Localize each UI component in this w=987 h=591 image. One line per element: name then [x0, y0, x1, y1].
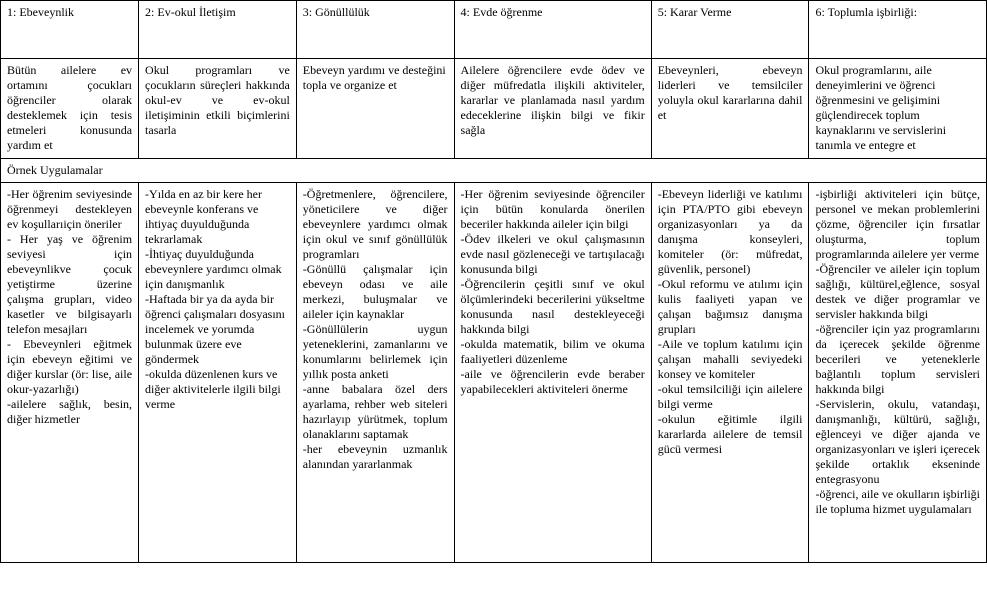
section-title: Örnek Uygulamalar [1, 159, 987, 183]
desc-home-learning: Ailelere öğrencilere evde ödev ve diğer … [454, 59, 651, 159]
desc-decision-making: Ebeveynleri, ebeveyn liderleri ve temsil… [651, 59, 809, 159]
desc-communication: Okul programları ve çocukların süreçleri… [139, 59, 297, 159]
desc-community: Okul programlarını, aile deneyimlerini v… [809, 59, 987, 159]
desc-parenting: Bütün ailelere ev ortamını çocukları öğr… [1, 59, 139, 159]
examples-home-learning: -Her öğrenim seviyesinde öğrenciler için… [454, 183, 651, 563]
examples-decision-making: -Ebeveyn liderliği ve katılımı için PTA/… [651, 183, 809, 563]
section-title-row: Örnek Uygulamalar [1, 159, 987, 183]
desc-volunteering: Ebeveyn yardımı ve desteğini topla ve or… [296, 59, 454, 159]
examples-communication: -Yılda en az bir kere her ebeveynle konf… [139, 183, 297, 563]
examples-volunteering: -Öğretmenlere, öğrencilere, yöneticilere… [296, 183, 454, 563]
table-header-row: 1: Ebeveynlik 2: Ev-okul İletişim 3: Gön… [1, 1, 987, 59]
header-communication: 2: Ev-okul İletişim [139, 1, 297, 59]
header-volunteering: 3: Gönüllülük [296, 1, 454, 59]
involvement-types-table: 1: Ebeveynlik 2: Ev-okul İletişim 3: Gön… [0, 0, 987, 563]
header-decision-making: 5: Karar Verme [651, 1, 809, 59]
header-home-learning: 4: Evde öğrenme [454, 1, 651, 59]
examples-community: -işbirliği aktiviteleri için bütçe, pers… [809, 183, 987, 563]
header-community: 6: Toplumla işbirliği: [809, 1, 987, 59]
table-description-row: Bütün ailelere ev ortamını çocukları öğr… [1, 59, 987, 159]
table-examples-row: -Her öğrenim seviyesinde öğrenmeyi deste… [1, 183, 987, 563]
header-parenting: 1: Ebeveynlik [1, 1, 139, 59]
examples-parenting: -Her öğrenim seviyesinde öğrenmeyi deste… [1, 183, 139, 563]
